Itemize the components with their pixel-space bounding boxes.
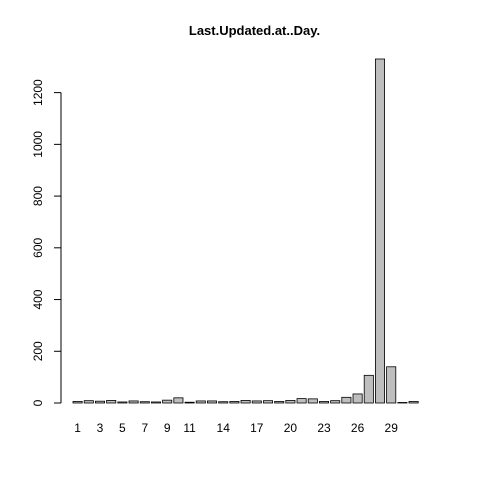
y-tick-label: 600 <box>31 237 45 257</box>
x-tick-label: 3 <box>97 421 104 435</box>
bar-day-16 <box>240 400 251 404</box>
x-tick-label: 7 <box>141 421 148 435</box>
bar-day-2 <box>83 400 94 404</box>
bar-day-23 <box>318 401 329 404</box>
bars <box>72 58 419 404</box>
x-tick-label: 1 <box>74 421 81 435</box>
bar-day-12 <box>195 400 206 404</box>
bar-day-22 <box>307 398 318 404</box>
x-tick-label: 23 <box>317 421 331 435</box>
x-tick-label: 29 <box>385 421 399 435</box>
x-tick-label: 9 <box>164 421 171 435</box>
bar-day-26 <box>352 393 363 404</box>
bar-day-5 <box>117 401 128 404</box>
bar-day-11 <box>184 401 195 404</box>
x-tick-label: 26 <box>351 421 365 435</box>
bar-day-27 <box>363 374 374 404</box>
x-tick-label: 17 <box>250 421 264 435</box>
x-tick-label: 20 <box>284 421 298 435</box>
bar-day-24 <box>330 400 341 404</box>
bar-day-8 <box>150 401 161 404</box>
y-tick-label: 1200 <box>31 79 45 106</box>
bar-day-14 <box>218 401 229 404</box>
bar-day-15 <box>229 401 240 404</box>
bar-day-29 <box>386 366 397 404</box>
chart-title: Last.Updated.at..Day. <box>189 23 320 38</box>
bar-day-10 <box>173 397 184 404</box>
bar-day-19 <box>274 401 285 404</box>
y-tick-label: 400 <box>31 289 45 309</box>
bar-day-31 <box>408 401 419 404</box>
bar-day-20 <box>285 400 296 404</box>
y-tick-label: 1000 <box>31 131 45 158</box>
bar-day-9 <box>162 399 173 404</box>
bar-day-13 <box>206 400 217 404</box>
bar-day-1 <box>72 401 83 404</box>
bar-day-7 <box>139 401 150 404</box>
bar-day-30 <box>397 402 408 404</box>
y-tick-label: 800 <box>31 186 45 206</box>
bar-day-28 <box>374 58 385 404</box>
x-tick-label: 14 <box>217 421 231 435</box>
bar-day-4 <box>106 400 117 404</box>
bar-day-6 <box>128 400 139 404</box>
y-tick-label: 0 <box>31 399 45 406</box>
bar-day-18 <box>262 400 273 404</box>
bar-day-3 <box>95 400 106 404</box>
bar-day-25 <box>341 396 352 404</box>
y-axis: 0 200 400 600 800 1000 1200 <box>31 79 62 406</box>
y-tick-label: 200 <box>31 341 45 361</box>
bar-day-17 <box>251 400 262 404</box>
x-axis-labels: 1 3 5 7 9 11 14 17 20 23 26 29 <box>74 421 398 435</box>
x-tick-label: 5 <box>119 421 126 435</box>
bar-day-21 <box>296 398 307 404</box>
x-tick-label: 11 <box>183 421 196 435</box>
